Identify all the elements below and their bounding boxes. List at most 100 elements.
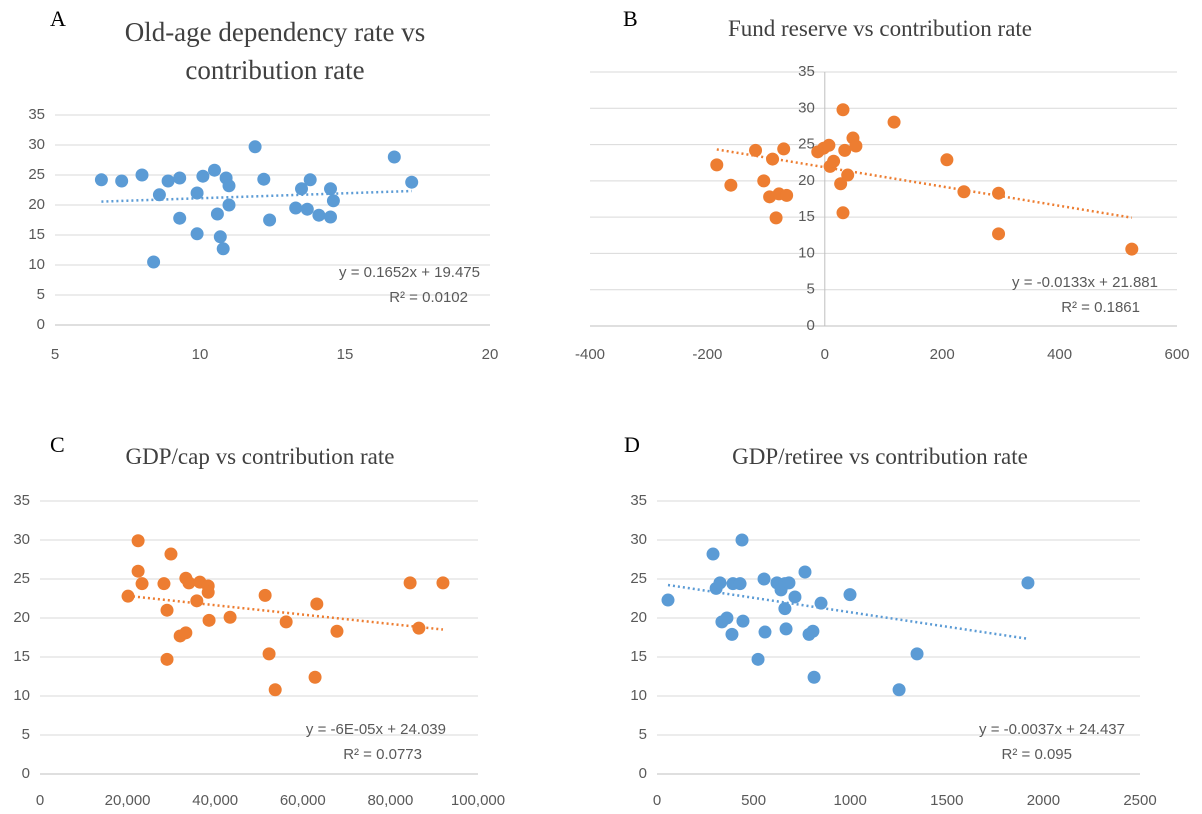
y-tick-label: 35 bbox=[13, 492, 30, 509]
point bbox=[262, 647, 276, 661]
chart-title: Fund reserve vs contribution rate bbox=[727, 16, 1033, 41]
point bbox=[724, 178, 738, 192]
point bbox=[248, 140, 262, 154]
trendline bbox=[101, 189, 412, 203]
point bbox=[887, 115, 901, 129]
y-tick-label: 30 bbox=[798, 99, 815, 116]
chart-title: GDP/retiree vs contribution rate bbox=[732, 444, 1028, 469]
x-tick-label: 0 bbox=[821, 346, 829, 363]
point bbox=[222, 179, 236, 193]
point bbox=[263, 213, 277, 227]
x-tick-label: 1500 bbox=[930, 792, 963, 809]
x-tick-label: 5 bbox=[51, 346, 59, 363]
point bbox=[1125, 242, 1139, 256]
y-tick-label: 30 bbox=[630, 531, 647, 548]
point bbox=[822, 138, 836, 152]
point bbox=[324, 182, 337, 196]
panel-letter: D bbox=[624, 432, 640, 457]
trendline bbox=[716, 148, 1133, 219]
point bbox=[257, 172, 271, 186]
point bbox=[201, 585, 215, 599]
y-tick-label: 10 bbox=[798, 244, 815, 261]
point bbox=[190, 227, 204, 241]
point bbox=[222, 198, 236, 212]
point bbox=[788, 590, 802, 604]
point bbox=[720, 611, 734, 625]
x-tick-label: 500 bbox=[741, 792, 766, 809]
point bbox=[289, 201, 303, 215]
point bbox=[807, 670, 821, 684]
y-tick-label: 30 bbox=[13, 531, 30, 548]
point bbox=[940, 153, 954, 167]
point bbox=[992, 186, 1006, 200]
y-tick-label: 25 bbox=[630, 570, 647, 587]
point bbox=[782, 576, 796, 590]
x-tick-label: 100,000 bbox=[451, 792, 505, 809]
point bbox=[757, 572, 771, 586]
point bbox=[778, 602, 792, 616]
x-tick-label: 60,000 bbox=[280, 792, 326, 809]
x-tick-label: 400 bbox=[1047, 346, 1072, 363]
y-tick-label: 20 bbox=[28, 196, 45, 213]
trendline-equation: y = -6E-05x + 24.039 bbox=[306, 721, 446, 738]
point bbox=[179, 626, 193, 640]
point bbox=[182, 576, 196, 590]
y-tick-label: 25 bbox=[13, 570, 30, 587]
point bbox=[160, 603, 174, 617]
point bbox=[173, 171, 187, 185]
point bbox=[303, 173, 317, 187]
x-tick-label: 600 bbox=[1164, 346, 1189, 363]
point bbox=[312, 208, 326, 222]
point bbox=[713, 576, 727, 590]
y-tick-label: 15 bbox=[13, 648, 30, 665]
point bbox=[308, 670, 322, 684]
r-squared: R² = 0.095 bbox=[1002, 746, 1072, 763]
point bbox=[387, 150, 401, 164]
point bbox=[326, 194, 340, 208]
x-tick-label: 10 bbox=[192, 346, 209, 363]
point bbox=[1021, 576, 1035, 590]
point bbox=[164, 547, 178, 561]
point bbox=[324, 210, 337, 224]
x-tick-label: 40,000 bbox=[192, 792, 238, 809]
point bbox=[836, 206, 850, 220]
point bbox=[843, 588, 857, 602]
point bbox=[836, 103, 850, 117]
y-tick-label: 5 bbox=[22, 726, 30, 743]
x-tick-label: 15 bbox=[337, 346, 354, 363]
trendline-equation: y = -0.0037x + 24.437 bbox=[979, 721, 1125, 738]
x-tick-label: 20 bbox=[482, 346, 499, 363]
y-tick-label: 25 bbox=[798, 136, 815, 153]
x-tick-label: 0 bbox=[653, 792, 661, 809]
x-tick-label: 0 bbox=[36, 792, 44, 809]
point bbox=[838, 143, 852, 157]
x-tick-label: 80,000 bbox=[367, 792, 413, 809]
point bbox=[751, 652, 765, 666]
x-tick-label: 2000 bbox=[1027, 792, 1060, 809]
y-tick-label: 10 bbox=[13, 687, 30, 704]
point bbox=[213, 230, 227, 244]
y-tick-label: 0 bbox=[37, 316, 45, 333]
y-tick-label: 15 bbox=[798, 208, 815, 225]
trendline-equation: y = 0.1652x + 19.475 bbox=[339, 264, 480, 281]
y-tick-label: 30 bbox=[28, 136, 45, 153]
panel-letter: C bbox=[50, 432, 65, 457]
x-tick-label: 1000 bbox=[834, 792, 867, 809]
y-tick-label: 20 bbox=[798, 172, 815, 189]
y-tick-label: 35 bbox=[630, 492, 647, 509]
point bbox=[910, 647, 924, 661]
panel-letter: A bbox=[50, 6, 66, 31]
point bbox=[210, 207, 224, 221]
point bbox=[131, 534, 145, 548]
point bbox=[827, 154, 841, 168]
x-tick-label: -200 bbox=[692, 346, 722, 363]
panel-letter: B bbox=[623, 6, 638, 31]
point bbox=[736, 614, 750, 628]
point bbox=[834, 177, 848, 191]
point bbox=[330, 624, 344, 638]
point bbox=[94, 173, 108, 187]
point bbox=[216, 242, 230, 256]
y-tick-label: 0 bbox=[806, 317, 814, 334]
